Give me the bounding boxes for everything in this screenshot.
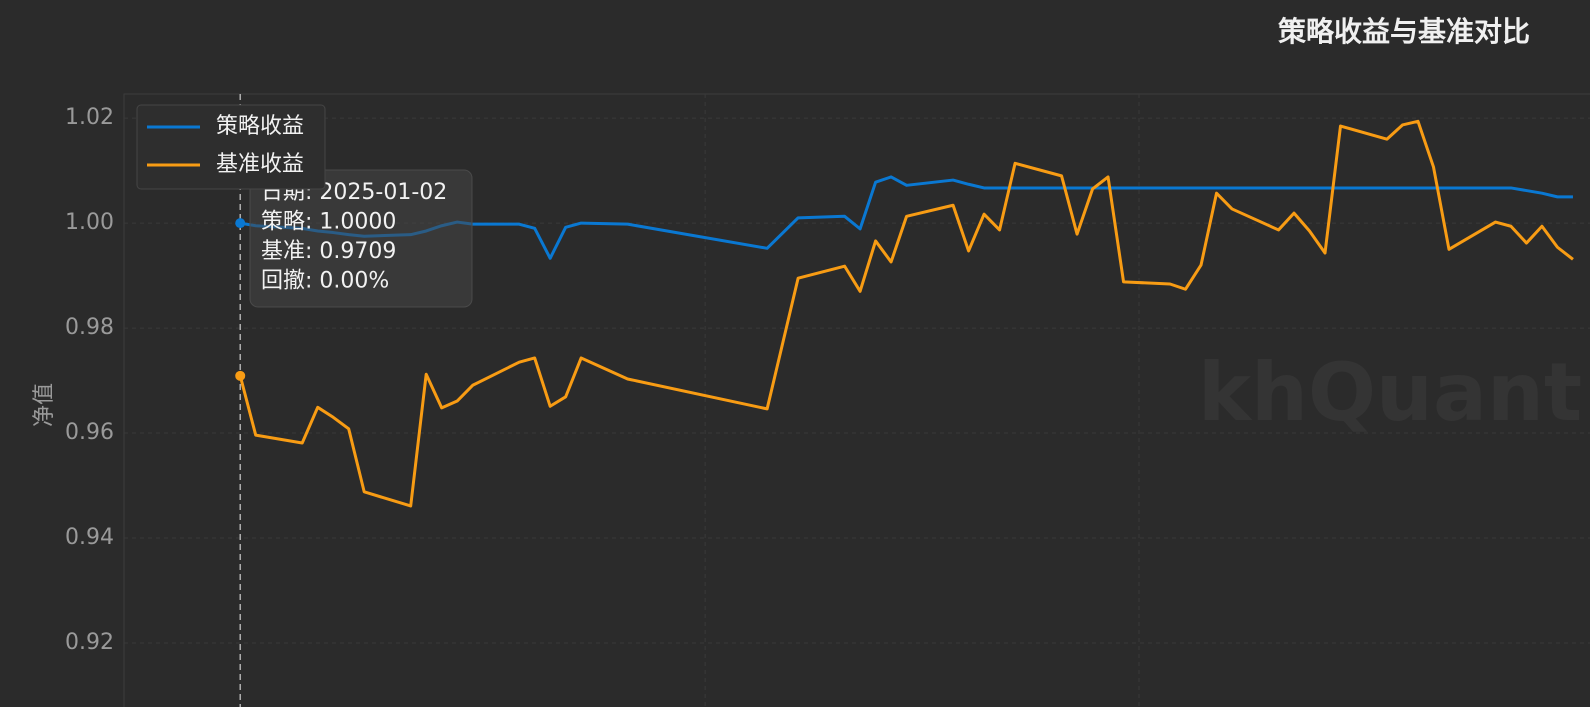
y-tick-label: 0.96 (65, 420, 114, 445)
tooltip-line: 回撤: 0.00% (261, 269, 389, 294)
chart-title: 策略收益与基准对比 (1278, 15, 1530, 48)
hover-marker (235, 370, 246, 381)
watermark: khQuant (1198, 346, 1582, 439)
tooltip-box (249, 169, 473, 308)
series-line (238, 119, 1574, 508)
y-tick-label: 1.00 (65, 210, 114, 235)
tooltip-line: 策略: 1.0000 (261, 210, 396, 235)
tooltip-line: 基准: 0.9709 (261, 239, 396, 264)
hover-marker (235, 218, 246, 229)
grid: 0.92 0.94 0.96 0.98 1.00 1.02 (65, 94, 1590, 707)
y-tick-label: 1.02 (65, 105, 114, 130)
y-tick-label: 0.92 (65, 630, 114, 655)
legend-label: 策略收益 (216, 114, 304, 139)
y-tick-label: 0.98 (65, 315, 114, 340)
legend-label: 基准收益 (216, 152, 304, 177)
y-axis-label: 净值 (32, 383, 57, 427)
y-tick-label: 0.94 (65, 525, 114, 550)
